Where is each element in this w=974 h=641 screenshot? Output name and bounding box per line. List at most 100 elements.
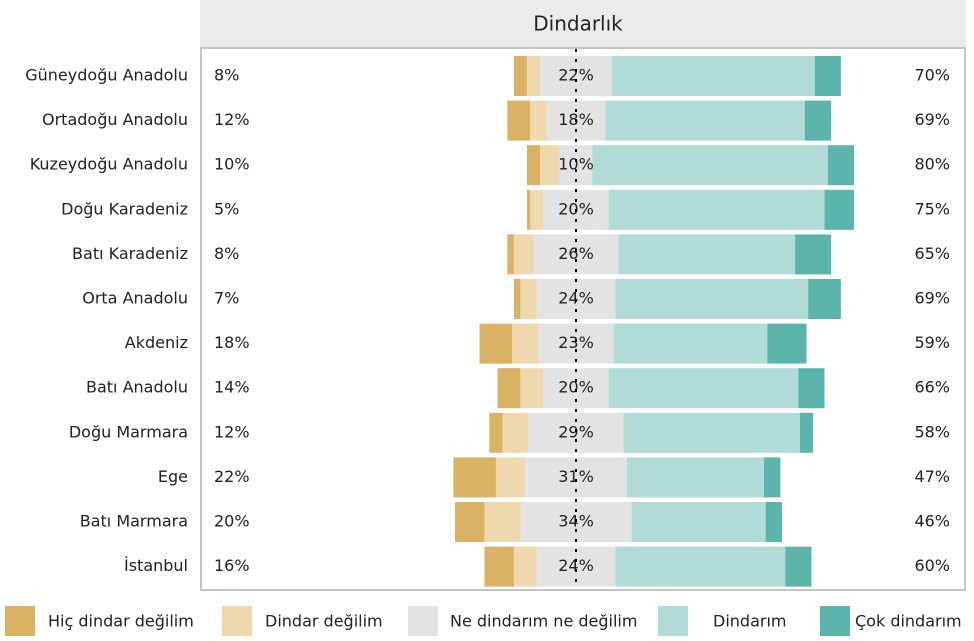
left-total: 22% [214, 467, 250, 486]
bar-segment [626, 457, 765, 498]
bar-segment [453, 457, 496, 498]
category-label: Batı Karadeniz [72, 244, 188, 263]
legend-swatch [5, 606, 35, 636]
bar-segment [512, 323, 539, 364]
category-label: Orta Anadolu [82, 289, 188, 308]
bar-segment [513, 234, 534, 275]
bar-segment [530, 100, 547, 141]
bar-segment [814, 56, 841, 96]
left-total: 20% [214, 512, 250, 531]
value-label: 23% [558, 333, 594, 352]
bar-segment [455, 502, 485, 542]
right-total: 59% [914, 333, 950, 352]
bar-segment [608, 368, 799, 409]
bar-segment [631, 502, 766, 542]
bar-segment [526, 189, 531, 230]
value-label: 20% [558, 199, 594, 218]
bar-segment [520, 368, 544, 409]
bar-segment [484, 502, 521, 542]
chart-title: Dindarlık [533, 12, 623, 36]
bar-segment [513, 56, 527, 96]
bar-segment [804, 100, 832, 141]
value-label: 20% [558, 378, 594, 397]
bar-segment [765, 502, 783, 542]
value-label: 10% [558, 155, 594, 174]
strip [200, 0, 966, 48]
right-total: 69% [914, 110, 950, 129]
legend-swatch [222, 606, 252, 636]
left-total: 10% [214, 155, 250, 174]
bar-segment [611, 56, 815, 96]
value-label: 22% [558, 66, 594, 85]
value-label: 24% [558, 289, 594, 308]
left-total: 5% [214, 199, 239, 218]
bar-segment [615, 279, 809, 319]
value-label: 26% [558, 244, 594, 263]
bar-segment [526, 56, 541, 96]
right-total: 80% [914, 155, 950, 174]
bar-segment [827, 145, 854, 186]
legend-swatch [658, 606, 688, 636]
right-total: 60% [914, 556, 950, 575]
left-total: 14% [214, 378, 250, 397]
legend-label: Dindarım [713, 612, 786, 631]
right-total: 46% [914, 512, 950, 531]
left-total: 16% [214, 556, 250, 575]
bar-segment [785, 546, 812, 587]
bar-segment [513, 546, 537, 587]
bar-segment [484, 546, 514, 587]
legend-swatch [408, 606, 438, 636]
bar-segment [767, 323, 807, 364]
bar-segment [530, 189, 544, 230]
category-label: Kuzeydoğu Anadolu [30, 155, 188, 174]
bar-segment [495, 457, 526, 498]
bar-segment [507, 234, 514, 275]
right-total: 66% [914, 378, 950, 397]
right-total: 58% [914, 422, 950, 441]
legend-label: Hiç dindar değilim [48, 612, 194, 631]
category-label: Güneydoğu Anadolu [25, 66, 188, 85]
left-total: 18% [214, 333, 250, 352]
legend-label: Çok dindarım [855, 612, 962, 631]
legend-swatch [820, 606, 850, 636]
bar-segment [824, 189, 854, 230]
left-total: 12% [214, 110, 250, 129]
value-label: 31% [558, 467, 594, 486]
left-total: 8% [214, 66, 239, 85]
right-total: 69% [914, 289, 950, 308]
bar-segment [808, 279, 841, 319]
category-label: Doğu Karadeniz [61, 199, 188, 218]
category-label: Ege [158, 467, 188, 486]
bar-segment [799, 412, 814, 453]
bar-segment [605, 100, 805, 141]
legend-label: Ne dindarım ne değilim [450, 612, 637, 631]
bar-segment [513, 279, 521, 319]
bar-segment [608, 189, 825, 230]
bar-segment [507, 100, 531, 141]
bar-segment [795, 234, 832, 275]
value-label: 24% [558, 556, 594, 575]
panel [200, 47, 966, 591]
category-label: Batı Marmara [80, 512, 188, 531]
bar-segment [618, 234, 796, 275]
left-total: 7% [214, 289, 239, 308]
category-label: Ortadoğu Anadolu [42, 110, 188, 129]
category-label: Akdeniz [125, 333, 188, 352]
left-total: 12% [214, 422, 250, 441]
bar-segment [526, 145, 541, 186]
category-label: Batı Anadolu [86, 378, 188, 397]
bar-segment [540, 145, 560, 186]
bar-segment [764, 457, 781, 498]
category-label: Doğu Marmara [69, 422, 188, 441]
bar-segment [613, 323, 768, 364]
bar-segment [479, 323, 513, 364]
left-total: 8% [214, 244, 239, 263]
bar-segment [520, 279, 537, 319]
right-total: 47% [914, 467, 950, 486]
bar-segment [502, 412, 529, 453]
right-total: 70% [914, 66, 950, 85]
bar-segment [489, 412, 503, 453]
bar-segment [497, 368, 521, 409]
legend-label: Dindar değilim [265, 612, 383, 631]
